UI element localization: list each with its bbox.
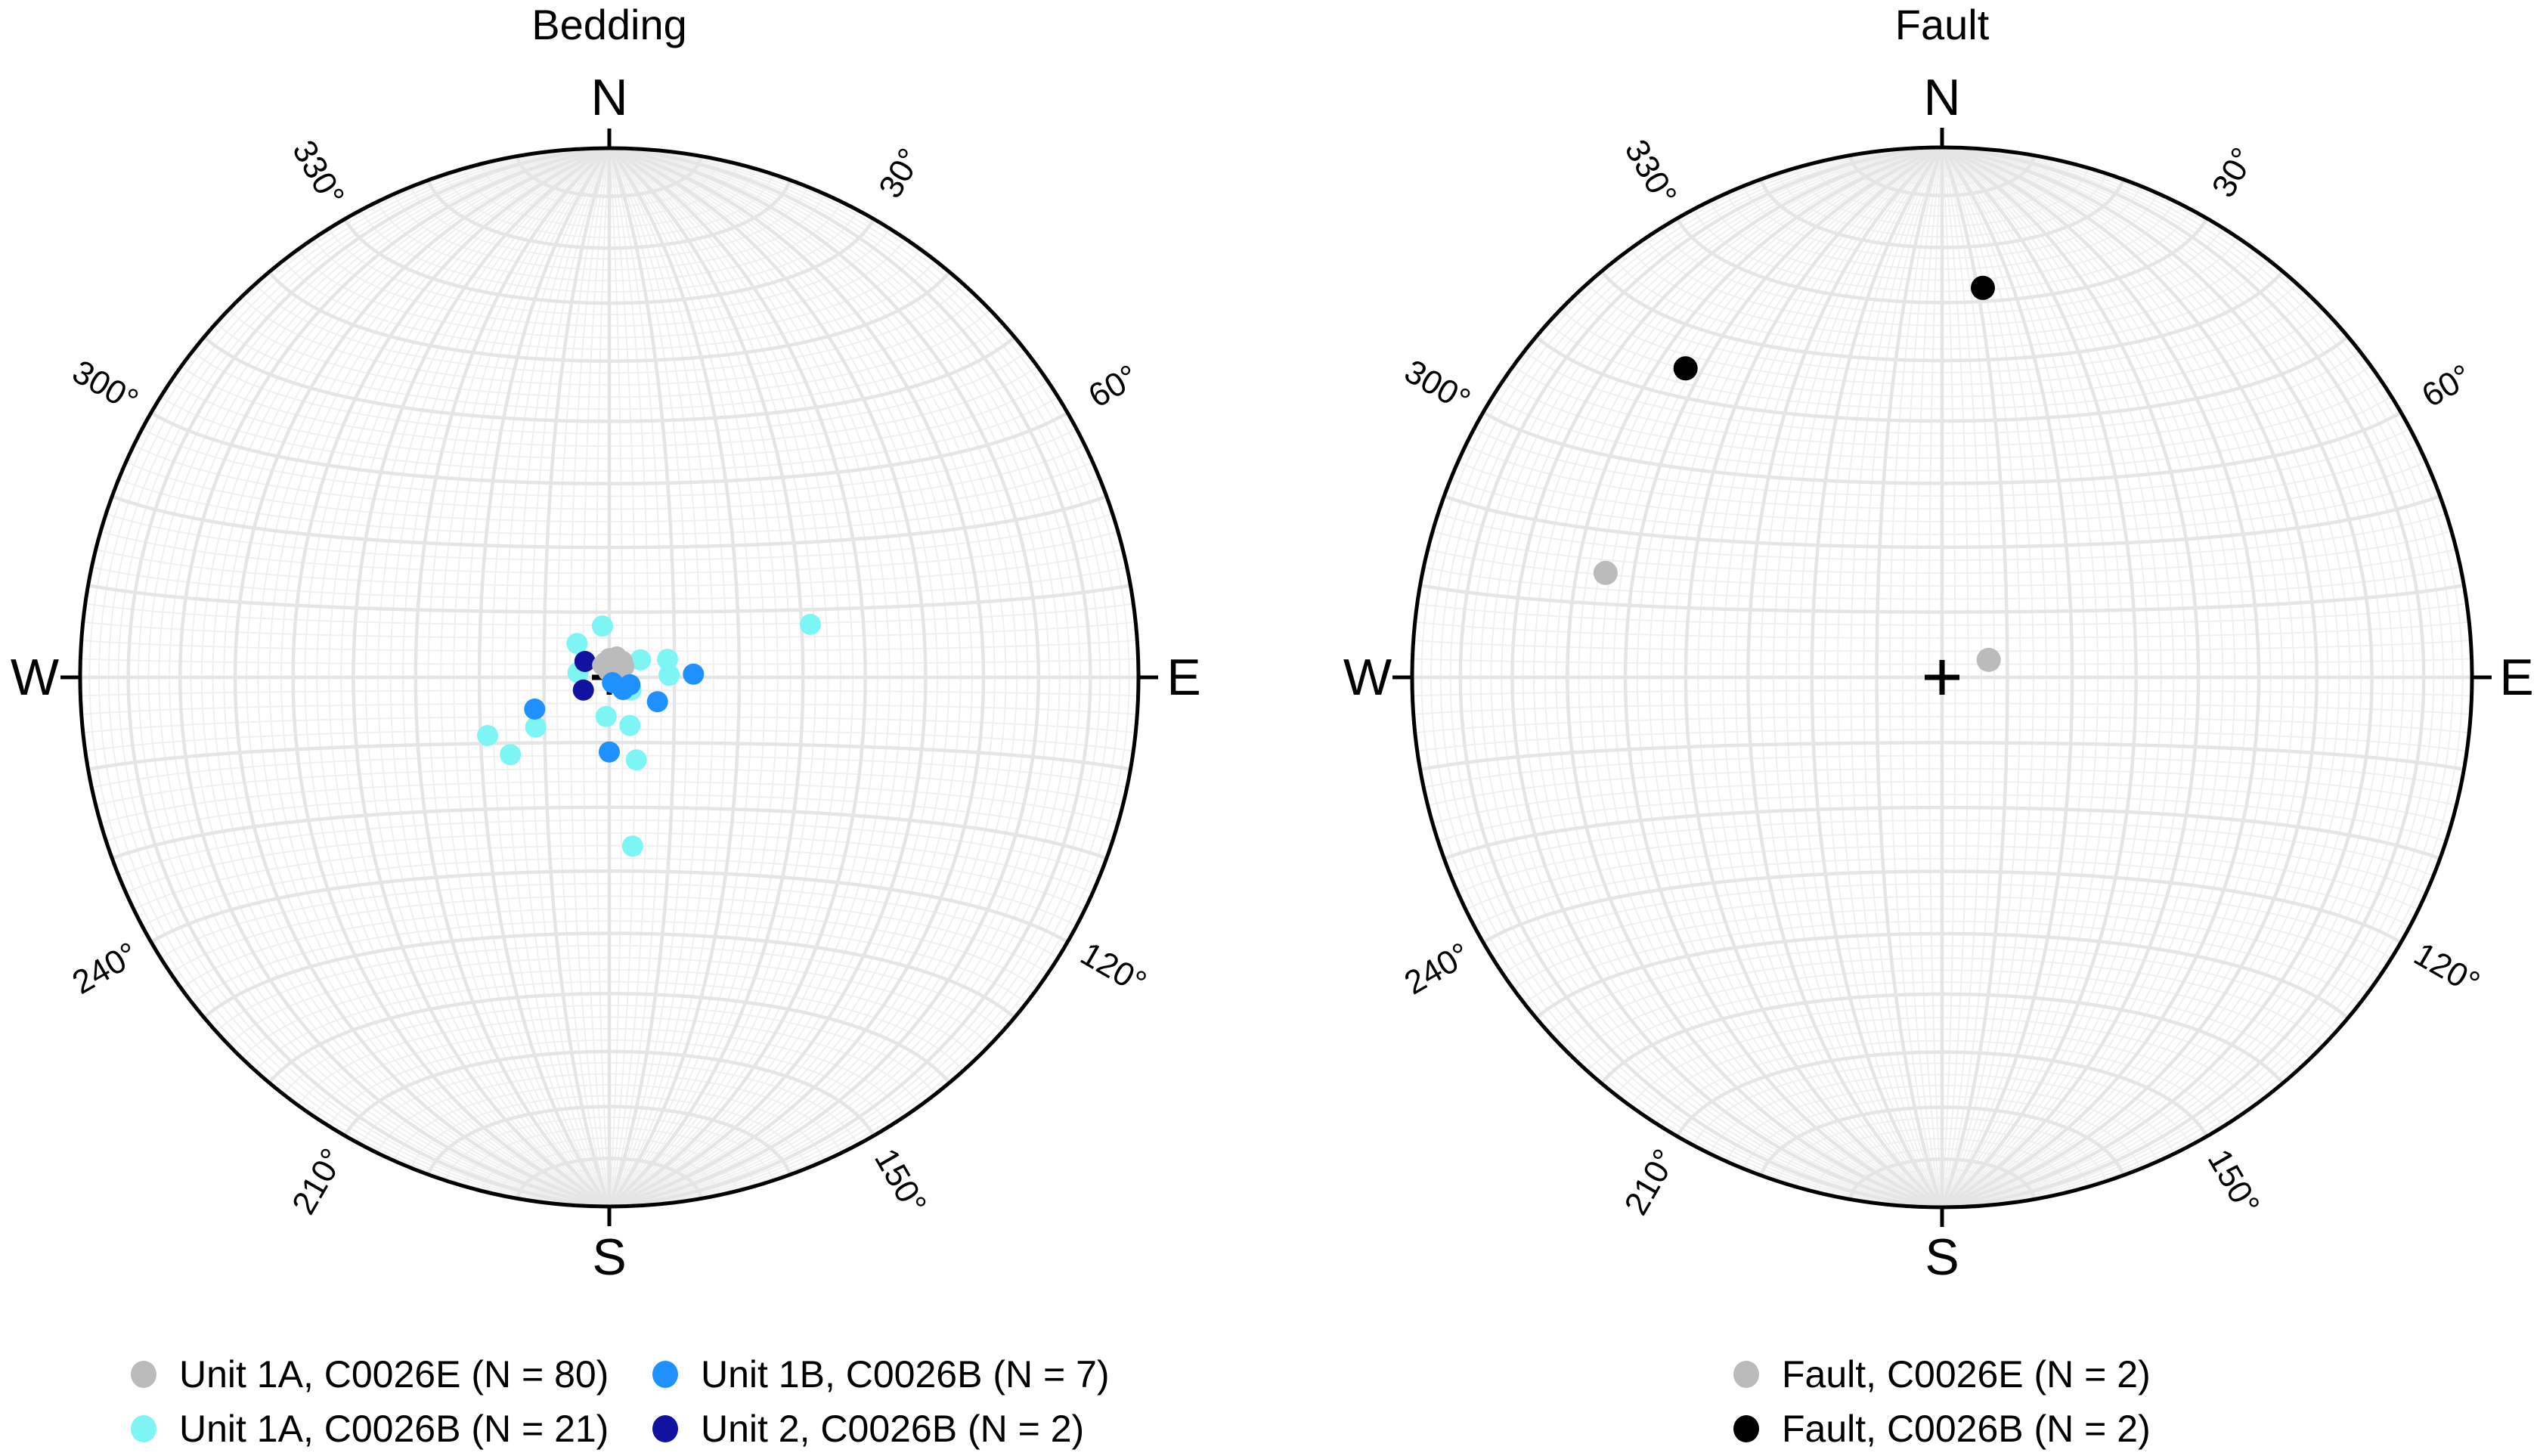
azimuth-label-240: 240° — [1399, 936, 1476, 1002]
data-point — [599, 741, 620, 763]
stereonet-net-bedding: 30° 60° 120° 150° 210° 240° 300° 330° — [60, 129, 1158, 1226]
data-point — [566, 633, 588, 655]
data-point — [591, 615, 613, 637]
azimuth-label-300: 300° — [1399, 353, 1476, 420]
center-cross — [1925, 660, 1959, 695]
azimuth-label-210: 210° — [285, 1142, 352, 1220]
data-point — [800, 614, 821, 635]
compass-north-label: N — [590, 69, 627, 126]
data-point — [1976, 647, 2001, 672]
azimuth-label-210: 210° — [1618, 1143, 1684, 1221]
data-point — [621, 835, 643, 857]
data-point — [477, 725, 498, 746]
plot-title-bedding: Bedding — [531, 1, 687, 48]
compass-east-label: E — [1166, 649, 1200, 706]
compass-south-label: S — [592, 1228, 626, 1286]
data-point — [630, 649, 652, 671]
data-point — [625, 749, 647, 771]
compass-west-label: W — [1343, 649, 1392, 706]
data-point — [525, 716, 547, 738]
data-point — [683, 663, 705, 685]
compass-south-label: S — [1925, 1228, 1959, 1286]
azimuth-label-120: 120° — [2408, 936, 2486, 1002]
data-point — [574, 651, 596, 672]
plot-bedding: Bedding 30° 60° 120° 150° 210° 240° 300° 330° N… — [11, 1, 1201, 1286]
data-point — [619, 674, 641, 695]
azimuth-label-150: 150° — [867, 1142, 934, 1220]
data-point — [658, 664, 680, 686]
azimuth-label-300: 300° — [67, 353, 144, 420]
azimuth-label-240: 240° — [67, 935, 144, 1002]
compass-north-label: N — [1923, 69, 1960, 126]
azimuth-label-120: 120° — [1074, 935, 1152, 1002]
data-point — [619, 714, 641, 736]
data-points — [477, 614, 821, 857]
compass-west-label: W — [11, 649, 59, 706]
azimuth-label-30: 30° — [872, 142, 929, 204]
azimuth-label-330: 330° — [285, 135, 352, 212]
data-points — [1593, 275, 2001, 672]
data-point — [500, 744, 522, 766]
plot-fault: Fault 30° 60° 120° 150° 210° 240° 300° 330° N E… — [1343, 1, 2534, 1286]
data-point — [1971, 275, 1995, 300]
data-point — [572, 679, 594, 701]
grid-major — [1412, 145, 2472, 1210]
compass-east-label: E — [2499, 649, 2533, 706]
data-point — [524, 699, 546, 720]
cardinal-ticks — [1392, 128, 2492, 1227]
data-point — [646, 691, 668, 713]
azimuth-label-150: 150° — [2201, 1143, 2267, 1221]
data-point — [1593, 560, 1618, 585]
azimuth-label-60: 60° — [2416, 358, 2478, 415]
azimuth-label-30: 30° — [2205, 141, 2263, 203]
data-point — [657, 649, 678, 671]
data-point — [1673, 356, 1698, 381]
plot-title-fault: Fault — [1895, 1, 1990, 48]
azimuth-label-60: 60° — [1083, 358, 1145, 415]
cardinal-ticks — [60, 129, 1158, 1226]
azimuth-label-330: 330° — [1618, 134, 1684, 212]
data-point — [595, 705, 617, 727]
stereonet-net-fault: 30° 60° 120° 150° 210° 240° 300° 330° — [1392, 128, 2492, 1227]
